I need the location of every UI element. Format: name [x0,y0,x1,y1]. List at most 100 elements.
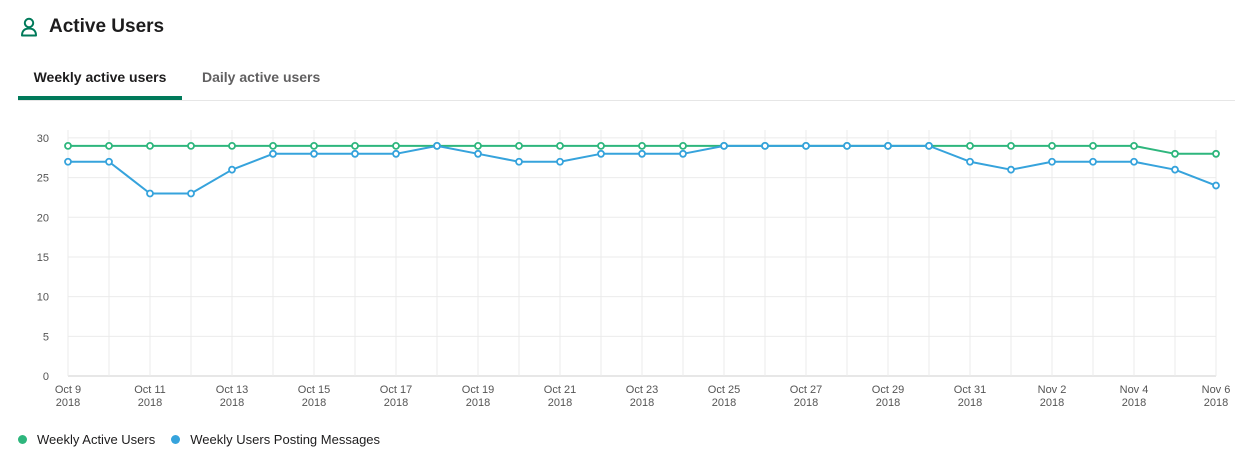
data-point-series-0 [269,141,277,150]
data-point-series-1 [146,189,154,198]
x-tick-label-year: 2018 [876,397,900,409]
data-point-series-1 [597,149,605,158]
x-tick-label-year: 2018 [1040,397,1064,409]
x-tick-label: Oct 25 [708,384,740,396]
x-tick-label: Nov 2 [1038,384,1067,396]
data-point-series-1 [556,157,564,166]
y-tick-label: 0 [43,371,49,383]
data-point-series-1 [1007,165,1015,174]
x-tick-label: Oct 15 [298,384,330,396]
data-point-series-0 [556,141,564,150]
x-tick-label: Oct 27 [790,384,822,396]
data-point-series-0 [679,141,687,150]
data-point-series-1 [351,149,359,158]
x-tick-label-year: 2018 [466,397,490,409]
x-tick-label-year: 2018 [1122,397,1146,409]
user-icon [20,17,38,37]
data-point-series-1 [679,149,687,158]
data-point-series-0 [597,141,605,150]
legend-swatch-green [18,434,27,444]
y-tick-label: 5 [43,331,49,343]
data-point-series-0 [105,141,113,150]
x-tick-label: Oct 19 [462,384,494,396]
x-tick-label-year: 2018 [138,397,162,409]
legend-item-weekly-active-users[interactable]: Weekly Active Users [18,432,155,447]
tab-weekly-active-users[interactable]: Weekly active users [18,58,182,100]
y-tick-label: 15 [37,252,49,264]
data-point-series-1 [1171,165,1179,174]
legend-swatch-blue [171,434,181,444]
data-point-series-1 [966,157,974,166]
data-point-series-1 [720,141,728,150]
data-point-series-1 [269,149,277,158]
y-tick-label: 30 [37,133,49,145]
data-point-series-1 [1048,157,1056,166]
data-point-series-1 [105,157,113,166]
x-tick-label: Oct 17 [380,384,412,396]
y-tick-label: 25 [37,173,49,185]
data-point-series-0 [351,141,359,150]
tab-bar: Weekly active users Daily active users [18,58,1235,101]
data-point-series-0 [310,141,318,150]
data-point-series-1 [515,157,523,166]
x-tick-label: Oct 31 [954,384,986,396]
data-point-series-0 [1089,141,1097,150]
tab-daily-active-users[interactable]: Daily active users [202,69,321,85]
data-point-series-1 [392,149,400,158]
x-tick-label-year: 2018 [958,397,982,409]
data-point-series-1 [1212,181,1220,190]
data-point-series-0 [1171,149,1179,158]
data-point-series-1 [474,149,482,158]
legend-item-weekly-users-posting-messages[interactable]: Weekly Users Posting Messages [171,432,380,447]
data-point-series-1 [761,141,769,150]
data-point-series-1 [843,141,851,150]
data-point-series-1 [187,189,195,198]
data-point-series-0 [1007,141,1015,150]
data-point-series-1 [310,149,318,158]
data-point-series-0 [1048,141,1056,150]
x-tick-label: Oct 29 [872,384,904,396]
chart-legend: Weekly Active Users Weekly Users Posting… [18,430,396,448]
data-point-series-0 [638,141,646,150]
x-tick-label: Nov 6 [1202,384,1231,396]
page-header: Active Users [20,12,164,42]
data-point-series-0 [1130,141,1138,150]
data-point-series-0 [228,141,236,150]
data-point-series-0 [146,141,154,150]
data-point-series-0 [64,141,72,150]
data-point-series-0 [1212,149,1220,158]
x-tick-label: Oct 13 [216,384,248,396]
x-tick-label-year: 2018 [384,397,408,409]
x-tick-label: Nov 4 [1120,384,1149,396]
x-tick-label-year: 2018 [220,397,244,409]
y-tick-label: 10 [37,292,49,304]
x-tick-label: Oct 9 [55,384,81,396]
data-point-series-1 [884,141,892,150]
data-point-series-1 [1089,157,1097,166]
data-point-series-1 [433,141,441,150]
data-point-series-1 [638,149,646,158]
legend-label: Weekly Active Users [37,431,156,447]
x-tick-label-year: 2018 [712,397,736,409]
x-tick-label-year: 2018 [630,397,654,409]
data-point-series-0 [515,141,523,150]
data-point-series-1 [64,157,72,166]
page-title: Active Users [49,16,165,37]
x-tick-label: Oct 21 [544,384,576,396]
y-tick-label: 20 [37,212,49,224]
x-tick-label-year: 2018 [794,397,818,409]
data-point-series-0 [392,141,400,150]
data-point-series-1 [1130,157,1138,166]
x-tick-label: Oct 11 [134,384,166,396]
x-tick-label-year: 2018 [302,397,326,409]
legend-label: Weekly Users Posting Messages [190,431,381,447]
x-tick-label: Oct 23 [626,384,658,396]
data-point-series-1 [925,141,933,150]
data-point-series-0 [474,141,482,150]
data-point-series-0 [187,141,195,150]
x-tick-label-year: 2018 [548,397,572,409]
x-tick-label-year: 2018 [1204,397,1228,409]
data-point-series-1 [228,165,236,174]
data-point-series-0 [966,141,974,150]
